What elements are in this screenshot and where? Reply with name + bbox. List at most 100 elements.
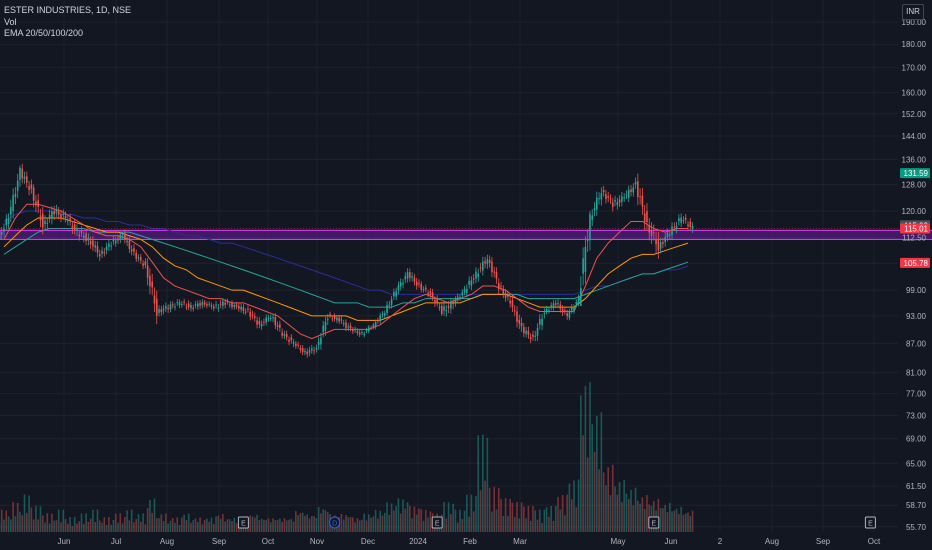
candle-body	[486, 259, 489, 265]
volume-bar	[35, 505, 37, 532]
candle-body	[28, 186, 30, 191]
event-marker[interactable]: E	[864, 516, 876, 529]
volume-bar	[600, 412, 603, 532]
volume-bar	[308, 518, 311, 532]
event-marker-label: D	[332, 521, 337, 528]
candle-body	[365, 329, 368, 332]
event-marker[interactable]: E	[648, 516, 660, 529]
volume-bar	[413, 506, 416, 532]
volume-bar	[78, 521, 81, 532]
volume-bar	[379, 510, 381, 532]
candle-body	[235, 304, 238, 307]
candle-body	[238, 305, 240, 309]
volume-bar	[7, 516, 10, 532]
candle-body	[678, 218, 680, 222]
event-marker-label: E	[651, 521, 656, 528]
volume-bar	[260, 518, 263, 532]
candle-body	[518, 320, 521, 324]
volume-bar	[133, 522, 135, 532]
candle-body	[240, 306, 242, 310]
candle-body	[299, 348, 302, 350]
volume-bar	[142, 513, 144, 532]
candle-body	[44, 220, 46, 224]
candle-body	[575, 302, 578, 304]
candle-body	[363, 333, 366, 336]
candle-body	[53, 211, 55, 215]
volume-bar	[73, 517, 76, 532]
candle-body	[114, 240, 117, 244]
volume-bar	[32, 519, 35, 532]
volume-bar	[14, 516, 17, 532]
volume-bar	[541, 522, 543, 532]
volume-bar	[491, 511, 493, 532]
price-axis-tick: 77.00	[906, 390, 927, 399]
candle-body	[361, 332, 363, 334]
volume-bar	[399, 513, 402, 532]
volume-bar	[509, 498, 511, 532]
candle-body	[51, 211, 53, 219]
volume-bar	[507, 515, 509, 532]
time-axis-tick: Aug	[765, 537, 779, 546]
volume-bar	[326, 511, 329, 532]
candle-body	[217, 307, 220, 309]
volume-bar	[425, 510, 427, 532]
candle-body	[304, 351, 306, 353]
volume-bar	[668, 502, 671, 532]
candle-body	[258, 320, 261, 325]
candle-body	[596, 197, 598, 210]
volume-bar	[26, 513, 28, 532]
volume-bar	[397, 498, 400, 532]
symbol-title[interactable]: ESTER INDUSTRIES, 1D, NSE	[4, 5, 132, 15]
volume-bar	[497, 488, 500, 532]
price-axis-tick: 81.00	[906, 369, 927, 378]
candle-body	[263, 321, 265, 323]
volume-bar	[67, 523, 69, 532]
candle-body	[666, 232, 669, 238]
candle-body	[249, 311, 252, 317]
volume-bar	[495, 509, 498, 532]
candle-body	[399, 282, 402, 287]
volume-bar	[228, 519, 231, 532]
support-zone[interactable]	[0, 229, 932, 240]
volume-bar	[249, 515, 252, 532]
price-axis-tick: 128.00	[902, 180, 927, 189]
price-tag-label: 105.78	[904, 259, 929, 268]
time-axis-tick: Aug	[160, 537, 174, 546]
volume-bar	[596, 415, 598, 532]
candle-body	[472, 278, 475, 280]
volume-bar	[390, 503, 393, 532]
event-marker[interactable]: D	[329, 516, 341, 529]
candle-body	[618, 199, 621, 203]
candle-body	[349, 325, 352, 329]
price-axis-tick: 65.00	[906, 459, 927, 468]
ema-label[interactable]: EMA 20/50/100/200	[4, 28, 84, 38]
time-axis-tick: Nov	[310, 537, 324, 546]
event-marker[interactable]: E	[237, 516, 249, 529]
volume-bar	[30, 507, 33, 532]
candle-body	[605, 194, 607, 200]
candle-body	[543, 312, 546, 314]
volume-bar	[618, 482, 621, 532]
volume-label[interactable]: Vol	[4, 16, 17, 27]
candle-body	[171, 304, 174, 306]
price-axis-tick: 69.00	[906, 435, 927, 444]
volume-bar	[634, 487, 637, 532]
volume-bar	[641, 497, 644, 532]
candle-body	[21, 168, 24, 179]
candle-body	[187, 303, 190, 308]
candle-body	[609, 198, 612, 200]
price-axis-tick: 160.00	[902, 89, 927, 98]
volume-bar	[23, 494, 26, 532]
candle-body	[181, 303, 183, 305]
candle-body	[616, 202, 619, 206]
candle-body	[545, 309, 548, 312]
volume-bar	[673, 510, 676, 532]
volume-bar	[12, 502, 14, 532]
volume-bar	[208, 521, 210, 532]
volume-bar	[44, 522, 46, 532]
price-axis-tick: 93.00	[906, 312, 927, 321]
volume-bar	[10, 519, 12, 532]
event-marker[interactable]: E	[431, 516, 443, 529]
currency-button[interactable]: INR	[902, 4, 924, 20]
